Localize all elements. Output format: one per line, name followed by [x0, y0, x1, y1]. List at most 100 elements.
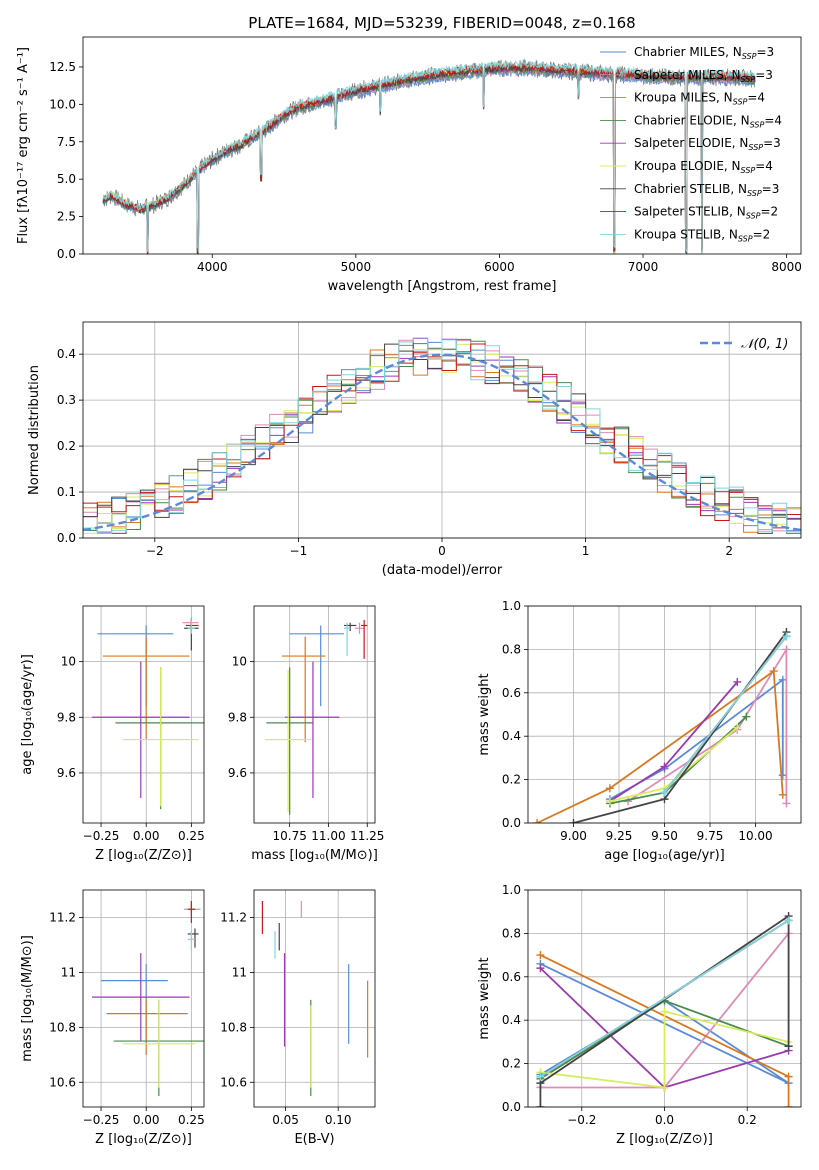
errorbar-kroupa-elodie [122, 999, 195, 1088]
legend-label: Chabrier ELODIE, NSSP=4 [634, 113, 782, 129]
series-kroupa-miles [533, 667, 787, 823]
x-tick-label: −1 [290, 544, 308, 558]
errorbar-chabrier-elodie [266, 667, 313, 815]
y-tick-label: 5.0 [57, 172, 76, 186]
y-tick-label: 0.4 [502, 1013, 521, 1027]
data-point [782, 645, 791, 654]
y-tick-label: 1.0 [502, 599, 521, 613]
y-tick-label: 0.0 [502, 1100, 521, 1114]
errorbar-salpeter-stelib [187, 900, 195, 923]
y-tick-label: 11.2 [49, 910, 76, 924]
x-tick-label: −0.2 [567, 1113, 596, 1127]
axes-residual_hist: −2 −1 0 1 2 0.0 0.1 0.2 0.3 0.4 (data-model)/error… [27, 321, 802, 578]
y-axis-label: Normed distribution [27, 365, 42, 495]
x-tick-label: 0.25 [178, 829, 205, 843]
x-axis-label: Z [log₁₀(Z/Z⊙)] [95, 1132, 192, 1147]
data-point [784, 916, 793, 925]
x-tick-label: 0.2 [738, 1113, 757, 1127]
data-point [782, 632, 791, 641]
axes-frame [527, 889, 802, 1108]
series-line [539, 919, 790, 1078]
data-point [605, 797, 614, 806]
y-axis-label: Flux [fλ10⁻¹⁷ erg cm⁻² s⁻¹ A⁻¹] [16, 47, 31, 244]
axes-mass_weight_vs_age: 9.00 9.25 9.50 9.75 10.00 0.0 0.2 0.4 0.6 0.8 1.0 a… [477, 599, 802, 863]
x-axis-label: wavelength [Angstrom, rest frame] [328, 279, 557, 294]
axes-frame [82, 36, 802, 255]
errorbar-kroupa-miles [102, 636, 190, 740]
errorbar-chabrier-stelib [187, 928, 199, 948]
y-axis-label: mass [log₁₀(M/M⊙)] [20, 935, 35, 1062]
legend-label: Salpeter MILES, NSSP=3 [634, 68, 773, 84]
x-tick-label: 0.00 [133, 1113, 160, 1127]
x-tick-label: 0.10 [325, 1113, 352, 1127]
x-axis-label: mass [log₁₀(M/M⊙)] [251, 848, 378, 863]
data-point [778, 771, 787, 780]
axes-frame [82, 605, 205, 824]
x-tick-label: 10.75 [272, 829, 306, 843]
errorbar-kroupa-miles [106, 999, 188, 1055]
series-line [663, 635, 788, 794]
y-tick-label: 0.2 [502, 773, 521, 787]
axes-frame [527, 605, 802, 824]
data-point [536, 951, 545, 960]
y-axis-label: mass weight [477, 957, 492, 1039]
x-tick-label: 9.25 [606, 829, 633, 843]
errorbar-kroupa-miles [281, 636, 326, 743]
plot-area-residual_hist [83, 337, 801, 538]
data-point [660, 788, 669, 797]
data-point [536, 964, 545, 973]
series-line [540, 1010, 789, 1089]
y-tick-label: 0.4 [57, 347, 76, 361]
data-point [660, 1083, 669, 1092]
series-kroupa-stelib [536, 916, 793, 1081]
data-point [733, 677, 742, 686]
normal-curve [83, 353, 801, 532]
plot-area-age_vs_mass [264, 619, 368, 815]
errorbar-kroupa-elodie [122, 667, 199, 807]
plot-area-age_vs_Z [92, 617, 204, 810]
data-point [784, 1042, 793, 1051]
y-tick-label: 10.6 [49, 1075, 76, 1089]
x-tick-label: −0.25 [83, 1113, 120, 1127]
y-tick-label: 0.8 [502, 926, 521, 940]
x-axis-label: E(B-V) [294, 1132, 334, 1147]
hist-kroupa-stelib [83, 337, 801, 538]
x-tick-label: 10.00 [738, 829, 772, 843]
errorbar-salpeter-miles [182, 617, 199, 632]
x-tick-label: 2 [725, 544, 733, 558]
x-axis-label: age [log₁₀(age/yr)] [604, 848, 725, 863]
data-point [533, 819, 542, 823]
series-line [536, 669, 784, 823]
series-line [609, 726, 738, 803]
series-kroupa-miles [536, 951, 793, 1107]
y-axis-label: mass weight [477, 673, 492, 755]
data-point [782, 799, 791, 808]
data-point [536, 1103, 545, 1107]
x-tick-label: 9.75 [697, 829, 724, 843]
errorbar-salpeter-stelib [185, 619, 199, 632]
y-tick-label: 2.5 [57, 210, 76, 224]
x-axis-label: Z [log₁₀(Z/Z⊙)] [616, 1132, 713, 1147]
plot-area-mass_weight_vs_Z [536, 912, 793, 1107]
axes-mass_vs_Z: −0.25 0.00 0.25 10.6 10.8 11 11.2 Z [log₁₀(Z/Z⊙… [20, 889, 205, 1147]
y-tick-label: 0.2 [57, 439, 76, 453]
y-tick-label: 0.6 [502, 970, 521, 984]
y-tick-label: 10 [232, 655, 247, 669]
axes-mass_weight_vs_Z: −0.2 0.0 0.2 0.0 0.2 0.4 0.6 0.8 1.0 Z [log₁₀(Z/Z… [477, 883, 802, 1147]
y-tick-label: 1.0 [502, 883, 521, 897]
x-axis-label: Z [log₁₀(Z/Z⊙)] [95, 848, 192, 863]
axes-spectrum: 4000 5000 6000 7000 8000 0.0 2.5 5.0 7.5 10.0 12.5… [16, 14, 802, 294]
x-tick-label: 1 [582, 544, 590, 558]
errorbar-salpeter-miles [354, 622, 365, 634]
legend: Chabrier MILES, NSSP=3 Salpeter MILES, NS… [600, 45, 782, 243]
data-point [769, 667, 778, 676]
legend-label: Kroupa STELIB, NSSP=2 [634, 227, 770, 243]
axes-frame [82, 321, 802, 539]
data-spectrum-line [102, 58, 756, 254]
errorbar-salpeter-elodie [92, 661, 190, 798]
data-point [784, 1103, 793, 1107]
y-tick-label: 11.2 [220, 910, 247, 924]
data-point [660, 762, 669, 771]
series-chabrier-miles [605, 675, 787, 804]
